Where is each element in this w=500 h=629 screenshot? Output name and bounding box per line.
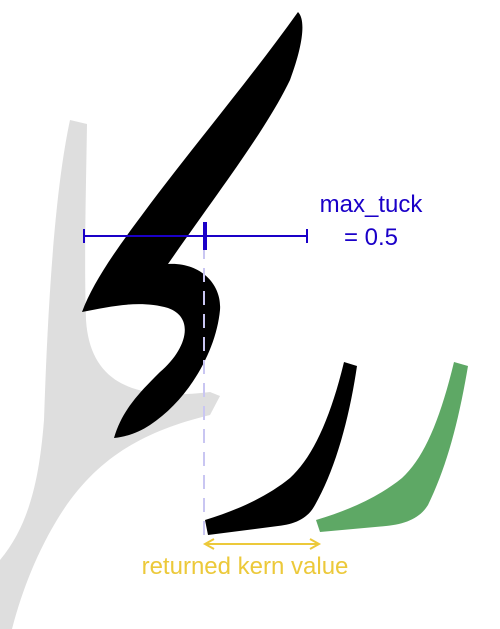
following-glyph <box>205 362 357 535</box>
main-glyph <box>82 12 303 438</box>
kern-arrow-left-head <box>202 538 215 550</box>
kern-value-label: returned kern value <box>142 553 349 580</box>
ghost-glyph <box>0 120 220 629</box>
max-tuck-value: = 0.5 <box>344 224 398 251</box>
max-tuck-label: max_tuck <box>320 191 424 218</box>
kern-arrow-right-head <box>309 538 322 550</box>
kerned-glyph <box>316 362 468 532</box>
